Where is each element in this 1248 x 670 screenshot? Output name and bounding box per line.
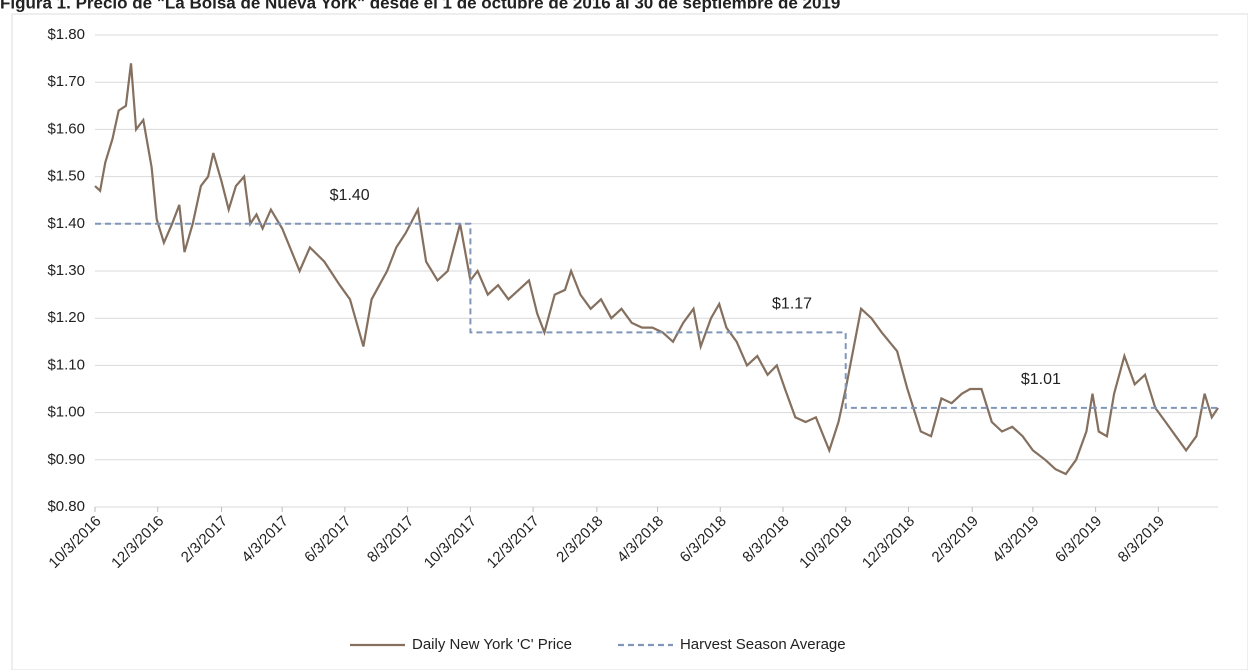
y-tick-label: $1.20 bbox=[47, 309, 85, 326]
chart-title: Figura 1. Precio de "La Bolsa de Nueva Y… bbox=[0, 0, 840, 12]
chart-frame bbox=[11, 13, 1248, 670]
y-tick-label: $1.60 bbox=[47, 120, 85, 137]
price-line bbox=[94, 63, 1219, 476]
y-tick-label: $1.40 bbox=[47, 215, 85, 232]
annotation: $1.01 bbox=[1021, 371, 1061, 388]
y-tick-label: $0.90 bbox=[47, 451, 85, 468]
legend-label: Harvest Season Average bbox=[680, 636, 846, 653]
legend-label: Daily New York 'C' Price bbox=[412, 636, 572, 653]
average-line bbox=[95, 222, 1218, 409]
y-tick-label: $1.50 bbox=[47, 168, 85, 185]
y-tick-label: $1.70 bbox=[47, 73, 85, 90]
y-tick-label: $1.30 bbox=[47, 262, 85, 279]
y-tick-label: $0.80 bbox=[47, 498, 85, 515]
y-tick-label: $1.00 bbox=[47, 404, 85, 421]
y-tick-label: $1.80 bbox=[47, 26, 85, 43]
y-tick-label: $1.10 bbox=[47, 356, 85, 373]
annotation: $1.17 bbox=[772, 296, 812, 313]
annotation: $1.40 bbox=[330, 187, 370, 204]
